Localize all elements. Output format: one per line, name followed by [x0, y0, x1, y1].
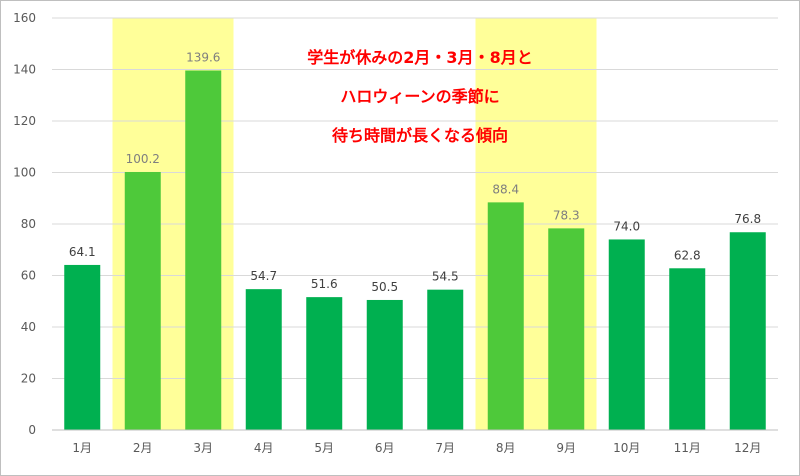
x-tick-label: 1月: [72, 441, 92, 455]
bar: [487, 202, 524, 430]
x-tick-label: 8月: [496, 441, 516, 455]
data-label: 62.8: [674, 248, 701, 262]
x-axis: 1月 2月 3月 4月 5月 6月 7月 8月 9月 10月 11月 12月: [52, 429, 778, 455]
data-label: 78.3: [553, 208, 580, 222]
data-label: 74.0: [613, 219, 640, 233]
bar: [608, 239, 645, 430]
bar: [245, 289, 282, 430]
y-tick-label: 20: [21, 372, 36, 386]
data-labels: 64.1 100.2 139.6 54.7 51.6 50.5 54.5 88.4 78.3 74…: [69, 51, 761, 294]
y-tick-label: 140: [13, 63, 36, 77]
x-tick-label: 5月: [314, 441, 334, 455]
data-label: 50.5: [371, 280, 398, 294]
bar: [185, 70, 222, 430]
data-label: 100.2: [126, 152, 160, 166]
x-tick-label: 11月: [674, 441, 701, 455]
data-label: 88.4: [492, 182, 519, 196]
annotation-line: 学生が休みの2月・3月・8月と: [307, 48, 532, 67]
data-label: 54.5: [432, 270, 459, 284]
bar: [548, 228, 585, 430]
bar: [729, 232, 766, 430]
x-tick-label: 10月: [613, 441, 640, 455]
data-label: 139.6: [186, 51, 220, 65]
data-label: 64.1: [69, 245, 96, 259]
bar: [366, 299, 403, 430]
bar: [64, 264, 101, 430]
y-tick-label: 100: [13, 166, 36, 180]
x-tick-label: 9月: [556, 441, 576, 455]
x-tick-label: 12月: [734, 441, 761, 455]
x-tick-label: 4月: [254, 441, 274, 455]
bar: [427, 289, 464, 430]
x-tick-label: 7月: [435, 441, 455, 455]
bar: [124, 171, 161, 431]
bars: [64, 70, 766, 431]
y-tick-label: 120: [13, 114, 36, 128]
data-label: 54.7: [250, 269, 277, 283]
y-tick-label: 0: [28, 423, 36, 437]
bar: [306, 297, 343, 430]
annotation-line: 待ち時間が長くなる傾向: [332, 126, 508, 145]
bar: [669, 268, 706, 430]
y-tick-label: 160: [13, 11, 36, 25]
data-label: 76.8: [734, 212, 761, 226]
data-label: 51.6: [311, 277, 338, 291]
annotation-line: ハロウィーンの季節に: [340, 87, 499, 106]
y-axis: 0 20 40 60 80 100 120 140 160: [13, 11, 36, 437]
x-tick-label: 3月: [193, 441, 213, 455]
y-tick-label: 40: [21, 320, 36, 334]
x-tick-label: 2月: [133, 441, 153, 455]
y-tick-label: 80: [21, 217, 36, 231]
x-tick-label: 6月: [375, 441, 395, 455]
y-tick-label: 60: [21, 269, 36, 283]
